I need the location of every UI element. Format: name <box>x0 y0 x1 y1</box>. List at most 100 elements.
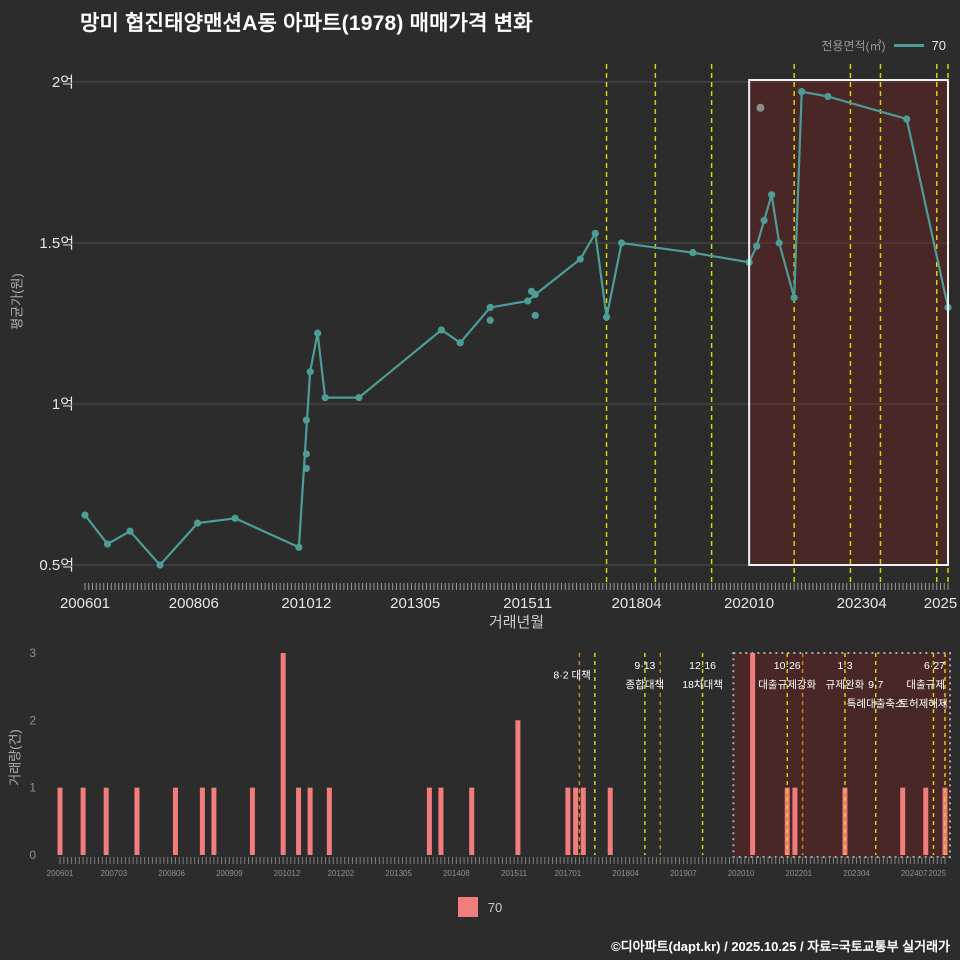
policy-annotation: 규제완화 <box>826 678 865 691</box>
outlier-point <box>756 103 765 112</box>
x-tick-label: 200806 <box>169 595 219 612</box>
x-tick-label: 202010 <box>724 595 774 612</box>
price-point <box>576 255 584 263</box>
price-point <box>231 514 239 522</box>
policy-annotation: 18차대책 <box>682 679 723 691</box>
volume-bar <box>573 787 579 855</box>
x-tick-label: 201305 <box>390 595 440 612</box>
extra-price-point <box>302 416 310 424</box>
x-tick-label: 202304 <box>837 595 887 612</box>
x-tick-label: 200909 <box>216 869 243 878</box>
volume-bar <box>307 787 313 855</box>
price-point <box>760 216 768 225</box>
policy-annotation: 대출규제 <box>906 679 945 691</box>
price-point <box>314 329 322 337</box>
price-point <box>903 115 911 123</box>
extra-price-point <box>302 464 310 472</box>
volume-y-tick: 1 <box>29 781 36 795</box>
x-tick-label: 201907 <box>670 869 697 878</box>
price-line-chart: 0.5억 1억 1.5억 2억 200601 200806 201012 201305 2015… <box>39 64 957 612</box>
volume-bar <box>426 787 432 855</box>
y-tick-label: 2억 <box>52 74 74 91</box>
volume-bar <box>515 720 521 855</box>
y-tick-label: 1억 <box>52 396 74 413</box>
teal-line-swatch-icon <box>893 44 924 47</box>
policy-annotation: 12·16 <box>689 660 716 672</box>
price-point <box>790 294 798 302</box>
price-point <box>295 543 303 551</box>
volume-bar <box>900 787 906 855</box>
policy-annotation: 9·7 <box>868 679 883 691</box>
y-tick-label: 1.5억 <box>39 235 74 252</box>
x-tick-label: 201701 <box>555 869 582 878</box>
volume-bar <box>750 653 756 855</box>
policy-annotation: 대출규제강화 <box>758 679 816 691</box>
volume-bar <box>326 787 332 855</box>
volume-bar <box>923 787 929 855</box>
price-point <box>126 527 134 535</box>
volume-y-tick: 3 <box>29 646 36 660</box>
x-tick-label: 200601 <box>47 869 74 878</box>
volume-bar <box>199 787 205 855</box>
footer-credit: ©디아파트(dapt.kr) / 2025.10.25 / 자료=국토교통부 실… <box>611 939 950 954</box>
volume-bar <box>80 787 86 855</box>
price-point <box>591 229 599 237</box>
policy-annotation: 특례대출축소 <box>847 698 905 710</box>
policy-annotation: 토허제해제 <box>899 697 947 710</box>
price-point <box>617 239 626 247</box>
extra-price-point <box>302 450 310 458</box>
x-tick-label: 202407 <box>901 869 928 878</box>
x-tick-label: 200601 <box>60 595 110 612</box>
price-point <box>798 88 806 96</box>
volume-bar <box>249 787 255 855</box>
volume-bar <box>280 653 286 855</box>
x-tick-label: 2025 <box>924 595 957 612</box>
x-tick-label: 201012 <box>274 869 301 878</box>
price-point <box>456 339 464 347</box>
price-point <box>753 242 761 250</box>
bar-color-swatch-icon <box>457 897 478 917</box>
policy-annotation: 6·27 <box>924 660 945 672</box>
price-point <box>156 561 164 569</box>
price-point <box>193 519 202 527</box>
highlight-region <box>733 653 950 857</box>
price-point <box>602 313 611 321</box>
policy-annotation: 종합대책 <box>626 679 665 691</box>
area-legend[interactable]: 전용면적(㎡) 70 <box>821 37 946 54</box>
extra-price-point <box>527 287 536 295</box>
extra-price-point <box>486 316 494 324</box>
page-title: 망미 협진태양맨션A동 아파트(1978) 매매가격 변화 <box>80 12 533 35</box>
price-point <box>355 393 363 402</box>
volume-bar <box>57 787 63 855</box>
volume-bar <box>211 787 217 855</box>
volume-bar-chart: 0 1 2 3 8·2 대책 9·13 종합대책 12·16 18차대책 10·26 대출규제강화 1… <box>29 646 951 878</box>
x-tick-label: 200806 <box>158 869 185 878</box>
x-tick-label: 201305 <box>385 869 412 878</box>
highlight-region <box>749 80 948 565</box>
price-point <box>689 249 697 257</box>
volume-legend[interactable]: 70 <box>0 897 960 917</box>
volume-bar <box>580 787 586 855</box>
price-point <box>824 92 832 101</box>
area-legend-value: 70 <box>931 38 946 53</box>
volume-bar <box>438 787 444 855</box>
price-point <box>768 191 776 199</box>
volume-y-tick: 2 <box>29 713 36 727</box>
x-tick-label: 202304 <box>843 869 870 878</box>
volume-bar <box>469 787 475 855</box>
volume-bar <box>565 787 571 855</box>
x-tick-label: 201408 <box>443 869 470 878</box>
y-tick-label: 0.5억 <box>39 557 74 574</box>
price-point <box>321 393 329 402</box>
policy-annotation: 10·26 <box>774 660 801 672</box>
volume-y-tick: 0 <box>29 848 36 862</box>
policy-annotation: 1·3 <box>837 660 852 672</box>
policy-annotation: 8·2 대책 <box>553 670 590 682</box>
x-tick-label: 201511 <box>503 595 552 612</box>
price-point <box>486 303 494 311</box>
volume-bar <box>134 787 140 855</box>
price-point <box>775 239 783 247</box>
x-tick-label: 201804 <box>612 595 662 612</box>
volume-bar <box>607 787 613 855</box>
policy-annotation: 9·13 <box>634 660 655 672</box>
